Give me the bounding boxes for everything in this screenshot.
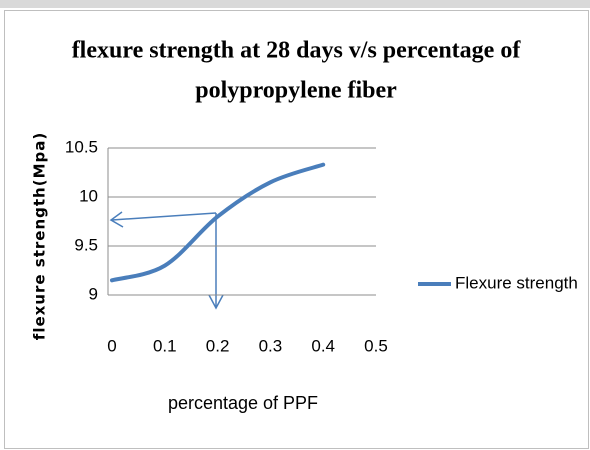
x-axis-label: percentage of PPF (168, 393, 318, 413)
x-tick-label: 0.4 (311, 336, 335, 355)
top-strip (0, 0, 590, 8)
y-tick-label: 9 (89, 284, 98, 303)
chart-border (4, 10, 589, 449)
chart-title: flexure strength at 28 days v/s percenta… (72, 38, 522, 64)
x-tick-label: 0.3 (259, 336, 283, 355)
x-tick-label: 0.5 (364, 336, 388, 355)
x-tick-label: 0.1 (153, 336, 177, 355)
data-line (110, 162, 326, 283)
legend-label: Flexure strength (455, 273, 578, 292)
chart-title: polypropylene fiber (195, 78, 397, 104)
x-tick-label: 0.2 (206, 336, 230, 355)
y-tick-label: 10 (79, 186, 98, 205)
y-axis-label: flexure strength(Mpa) (31, 132, 49, 340)
annotation-arrows (109, 211, 224, 310)
y-tick-label: 9.5 (74, 235, 98, 254)
x-tick-label: 0 (107, 336, 116, 355)
y-tick-label: 10.5 (65, 137, 98, 156)
